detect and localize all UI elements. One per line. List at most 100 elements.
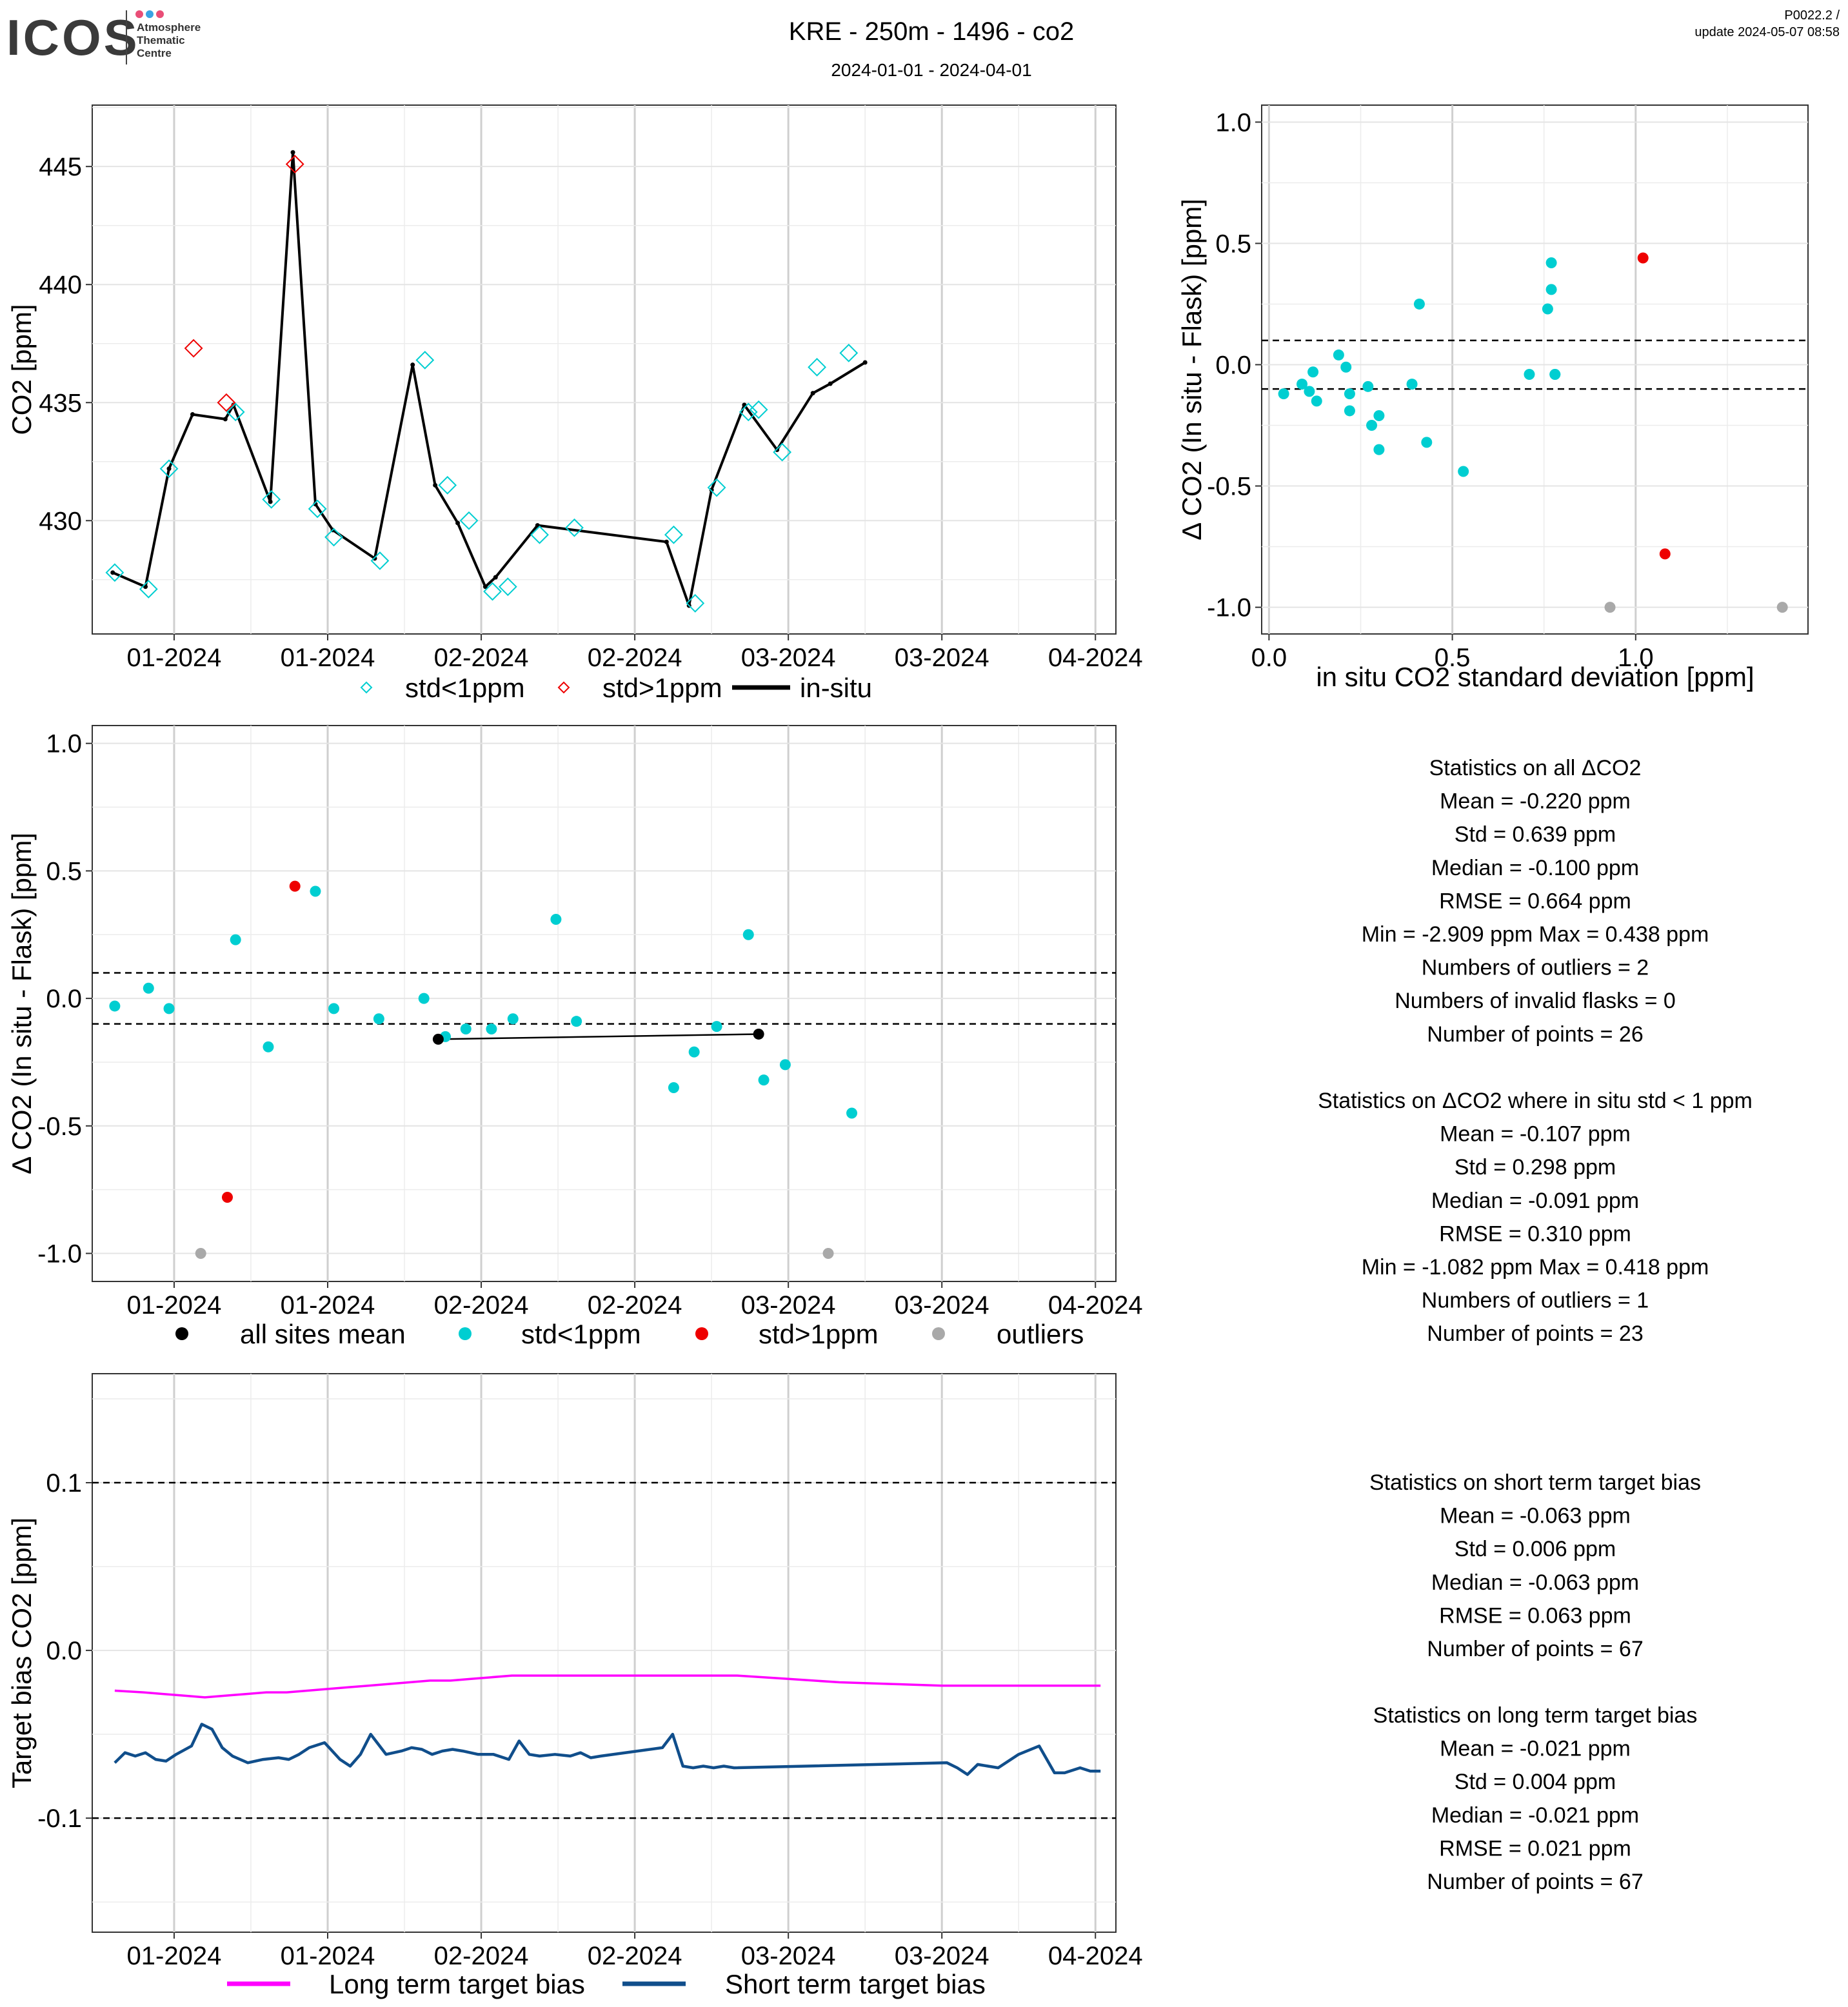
legend-key xyxy=(459,1327,472,1340)
legend-std-gt-1-key xyxy=(557,681,570,694)
std-lt-1-point xyxy=(742,929,754,940)
legend: std<1ppm std>1ppm in-situ xyxy=(360,673,872,703)
std-lt-1-point xyxy=(779,1059,791,1071)
legend-label: std<1ppm xyxy=(405,673,525,703)
all-sites-mean-point xyxy=(753,1028,764,1040)
delta-timeseries-chart: 01-2024 01-2024 02-2024 02-2024 03-2024 03-20… xyxy=(6,725,1143,1349)
legend-key xyxy=(175,1327,188,1340)
stats-line: Std = 0.298 ppm xyxy=(1455,1155,1616,1180)
y-tick-label: 0.0 xyxy=(1215,351,1251,379)
target-bias-chart: 01-2024 01-2024 02-2024 02-2024 03-2024 03-20… xyxy=(6,1373,1143,1999)
legend-label: all sites mean xyxy=(240,1319,406,1349)
flask-std-gt-1-marker xyxy=(184,339,203,358)
legend-key xyxy=(932,1327,945,1340)
std-lt-1-point xyxy=(846,1107,858,1119)
x-axis-label: in situ CO2 standard deviation [ppm] xyxy=(1316,662,1754,692)
legend-label: outliers xyxy=(997,1319,1084,1349)
std-gt-1-point xyxy=(289,880,301,892)
std-lt-1-point xyxy=(1297,379,1308,390)
std-lt-1-point xyxy=(310,885,321,897)
std-lt-1-point xyxy=(1344,388,1355,400)
outlier-point xyxy=(1604,602,1616,613)
x-tick-label: 03-2024 xyxy=(741,1942,836,1970)
stats-line: Std = 0.004 ppm xyxy=(1455,1770,1616,1794)
std-lt-1-point xyxy=(711,1021,722,1033)
std-lt-1-point xyxy=(1413,298,1425,310)
y-tick-label: 0.5 xyxy=(1215,230,1251,258)
x-tick-label: 02-2024 xyxy=(434,1942,529,1970)
report-reference: P0022.2 / xyxy=(1784,8,1840,23)
std-lt-1-point xyxy=(263,1041,274,1053)
stats-title: Statistics on short term target bias xyxy=(1369,1470,1701,1495)
y-tick-label: 445 xyxy=(39,153,82,181)
plot-panel xyxy=(1261,104,1809,635)
in-situ-point xyxy=(664,539,669,544)
y-tick-label: -0.1 xyxy=(37,1804,82,1833)
in-situ-point xyxy=(110,570,115,575)
in-situ-point xyxy=(410,362,415,368)
y-tick-label: 430 xyxy=(39,507,82,535)
stats-line: Median = -0.021 ppm xyxy=(1431,1803,1639,1828)
std-lt-1-point xyxy=(1344,405,1355,417)
std-lt-1-point xyxy=(1304,386,1315,397)
flask-std-lt-1-marker xyxy=(664,525,683,544)
legend-label: std>1ppm xyxy=(602,673,722,703)
stats-line: RMSE = 0.063 ppm xyxy=(1439,1603,1631,1628)
flask-std-lt-1-marker xyxy=(749,400,768,419)
stats-line: RMSE = 0.664 ppm xyxy=(1439,889,1631,913)
std-lt-1-point xyxy=(1545,284,1557,295)
in-situ-point xyxy=(166,466,172,471)
stats-line: Numbers of outliers = 2 xyxy=(1422,956,1649,980)
flask-std-lt-1-marker xyxy=(438,475,457,495)
y-tick-label: 0.5 xyxy=(46,857,82,885)
long-term-bias-line xyxy=(114,1674,1101,1699)
legend: all sites mean std<1ppm std>1ppm outliers xyxy=(175,1319,1084,1349)
flask-std-lt-1-marker xyxy=(324,528,343,547)
x-tick-label: 1.0 xyxy=(1618,644,1654,672)
std-lt-1-point xyxy=(1421,437,1433,448)
y-axis-label: Δ CO2 (In situ - Flask) [ppm] xyxy=(6,833,37,1174)
page-title: KRE - 250m - 1496 - co2 xyxy=(789,17,1074,46)
flask-std-lt-1-marker xyxy=(808,357,827,377)
stats-line: Number of points = 67 xyxy=(1427,1870,1643,1894)
x-tick-label: 02-2024 xyxy=(588,1291,682,1320)
y-tick-label: 1.0 xyxy=(1215,108,1251,137)
all-sites-mean-point xyxy=(432,1033,444,1045)
x-tick-label: 03-2024 xyxy=(895,1291,989,1320)
std-lt-1-point xyxy=(1307,366,1319,378)
legend-label: Short term target bias xyxy=(725,1969,986,1999)
logo-subtext-2: Thematic xyxy=(137,34,185,46)
std-lt-1-point xyxy=(109,1000,121,1012)
std-lt-1-point xyxy=(1542,303,1553,315)
std-lt-1-point xyxy=(1524,369,1535,381)
co2-timeseries-chart: 01-2024 01-2024 02-2024 02-2024 03-2024 03-20… xyxy=(6,104,1143,703)
y-tick-label: -0.5 xyxy=(37,1112,82,1141)
delta-vs-std-scatter: 0.0 0.5 1.0 -1.0 -0.5 0.0 0.5 1.0 in situ CO2 s… xyxy=(1177,104,1809,692)
stats-line: Mean = -0.107 ppm xyxy=(1440,1122,1631,1147)
std-lt-1-point xyxy=(486,1023,497,1035)
stats-line: Number of points = 26 xyxy=(1427,1022,1643,1047)
std-lt-1-point xyxy=(230,934,241,945)
header: ICOS Atmosphere Thematic Centre KRE - 25… xyxy=(6,8,1840,80)
x-tick-label: 04-2024 xyxy=(1048,644,1143,672)
stats-line: Numbers of invalid flasks = 0 xyxy=(1395,989,1676,1013)
page-subtitle: 2024-01-01 - 2024-04-01 xyxy=(831,60,1031,80)
icos-logo-text: ICOS xyxy=(6,9,140,66)
x-tick-label: 03-2024 xyxy=(741,644,836,672)
y-tick-label: -1.0 xyxy=(37,1240,82,1269)
std-lt-1-point xyxy=(1549,369,1561,381)
in-situ-point xyxy=(223,417,228,422)
stats-line: Median = -0.063 ppm xyxy=(1431,1570,1639,1595)
stats-line: Number of points = 23 xyxy=(1427,1321,1643,1346)
flask-std-lt-1-marker xyxy=(839,343,859,362)
legend-key xyxy=(695,1327,708,1340)
stats-line: Min = -2.909 ppm Max = 0.438 ppm xyxy=(1362,922,1709,947)
in-situ-point xyxy=(493,575,498,580)
short-term-bias-line xyxy=(114,1723,1101,1776)
std-lt-1-point xyxy=(460,1023,472,1035)
legend-label: Long term target bias xyxy=(329,1969,585,1999)
in-situ-point xyxy=(433,482,438,488)
flask-std-lt-1-marker xyxy=(139,580,158,598)
stats-line: Numbers of outliers = 1 xyxy=(1422,1289,1649,1313)
